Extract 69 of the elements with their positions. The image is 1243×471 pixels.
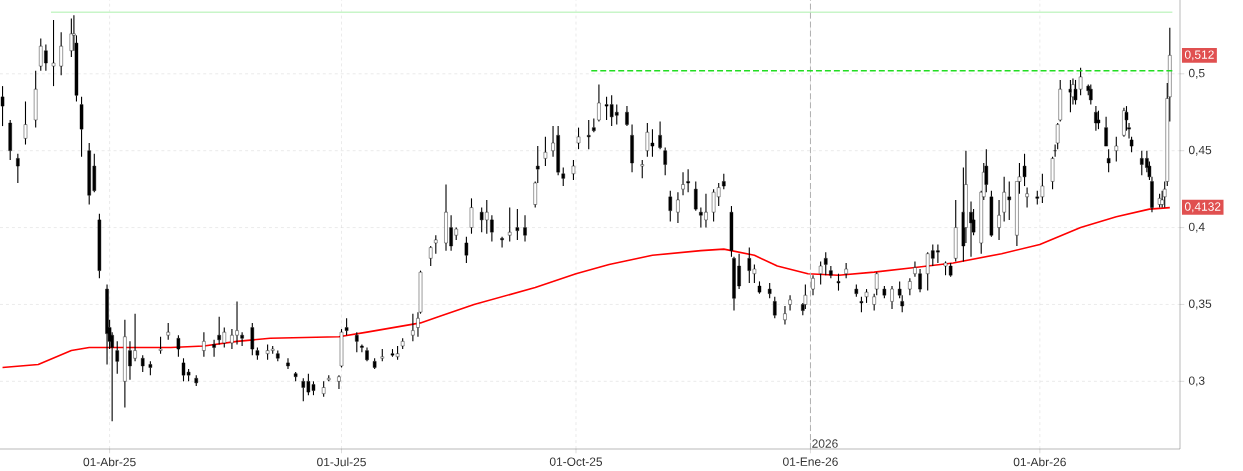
- candlestick: [954, 199, 958, 262]
- candlestick: [8, 119, 12, 161]
- candlestick: [202, 331, 206, 358]
- annotation: 0,512: [1184, 50, 1214, 61]
- candlestick: [355, 331, 359, 353]
- candlestick: [158, 336, 163, 355]
- candlestick: [829, 265, 833, 279]
- candlestick: [872, 293, 876, 312]
- candlestick: [681, 171, 685, 196]
- candlestick: [33, 70, 38, 129]
- candlestick: [79, 96, 84, 158]
- x-tick-label: 01-Abr-26: [1013, 457, 1066, 467]
- candlestick: [676, 191, 680, 224]
- x-tick-label: 01-Abr-25: [83, 457, 136, 467]
- candlestick: [523, 214, 527, 242]
- candlestick: [908, 277, 912, 296]
- annotation: 0,4132: [1184, 202, 1221, 213]
- candlestick: [788, 294, 792, 312]
- x-tick-label: 01-Ene-26: [783, 457, 838, 466]
- candlestick: [0, 85, 5, 127]
- y-tick-label: 0,3: [1188, 376, 1205, 387]
- candlestick: [110, 331, 114, 422]
- candlestick: [434, 234, 438, 255]
- candlestick: [854, 283, 859, 298]
- y-tick-label: 0,45: [1188, 145, 1212, 156]
- x-tick-label: 01-Jul-25: [317, 457, 366, 467]
- candlestick: [400, 337, 405, 350]
- candlestick: [176, 334, 181, 358]
- ref-line-label: 2026: [812, 439, 838, 448]
- candlestick: [1106, 148, 1111, 173]
- candlestick: [212, 339, 216, 358]
- candlestick: [337, 374, 341, 390]
- candlestick: [757, 280, 762, 295]
- candlestick: [286, 357, 290, 370]
- candlestick: [194, 374, 198, 387]
- y-tick-label: 0,5: [1188, 68, 1205, 79]
- candlestick: [625, 105, 629, 127]
- candlestick: [115, 340, 119, 375]
- candlestick: [59, 31, 63, 76]
- candlestick: [686, 168, 690, 193]
- candlestick: [428, 245, 433, 267]
- candlestick: [597, 84, 601, 123]
- candlestick: [890, 285, 894, 310]
- candlestick: [411, 313, 415, 342]
- candlestick: [640, 159, 644, 179]
- candlestick: [882, 285, 887, 299]
- x-tick-label: 01-Oct-25: [549, 457, 603, 466]
- candlestick: [630, 124, 634, 173]
- candlestick: [515, 208, 520, 241]
- candlestick: [360, 343, 364, 353]
- candlestick: [811, 274, 815, 296]
- candlestick: [694, 180, 698, 212]
- candlestick: [897, 280, 902, 299]
- candlestick: [997, 199, 1001, 241]
- candlestick: [1025, 187, 1029, 209]
- candlestick: [23, 100, 28, 146]
- candlestick: [380, 348, 385, 362]
- candlestick: [783, 305, 787, 325]
- candlestick: [51, 19, 56, 87]
- y-tick-label: 0,4: [1188, 222, 1205, 233]
- y-tick-label: 0,35: [1188, 299, 1212, 310]
- candlestick: [276, 350, 280, 362]
- candlestick: [166, 322, 170, 341]
- candlestick: [365, 346, 369, 362]
- candlestick: [339, 328, 344, 369]
- candlestick: [844, 262, 848, 279]
- candlestick: [255, 346, 260, 361]
- candlestick: [500, 236, 504, 249]
- candlestick: [658, 120, 662, 150]
